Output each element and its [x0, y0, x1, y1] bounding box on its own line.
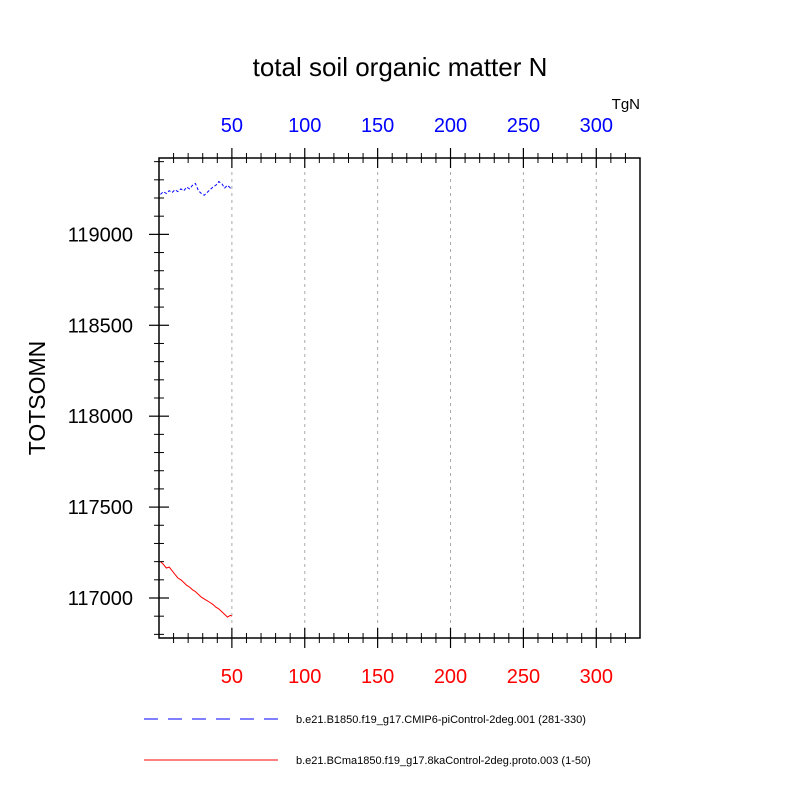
legend: b.e21.B1850.f19_g17.CMIP6-piControl-2deg…: [144, 714, 591, 767]
x-tick-label-top: 100: [288, 115, 321, 137]
y-tick-label: 118000: [68, 406, 133, 428]
x-tick-labels-bottom: 50 100 150 200 250 300: [221, 666, 613, 688]
y-axis-label: TOTSOMN: [24, 341, 50, 456]
units-label: TgN: [612, 96, 640, 113]
plot-frame: [158, 157, 641, 639]
x-tick-label-bottom: 150: [361, 666, 394, 688]
chart-title: total soil organic matter N: [253, 52, 548, 82]
y-tick-label: 118500: [68, 315, 133, 337]
y-tick-label: 117000: [68, 588, 133, 610]
x-tick-label-bottom: 300: [580, 666, 613, 688]
series-line-1: [160, 180, 233, 196]
x-tick-label-bottom: 100: [288, 666, 321, 688]
x-tick-label-bottom: 200: [434, 666, 467, 688]
series-layer: [160, 180, 233, 618]
x-tick-label-top: 50: [221, 115, 243, 137]
y-tick-label: 117500: [68, 497, 133, 519]
x-tick-label-bottom: 250: [507, 666, 540, 688]
grid-lines: [231, 158, 597, 638]
y-tick-label: 119000: [68, 224, 133, 246]
minor-ticks: [154, 153, 626, 643]
legend-label-2: b.e21.BCma1850.f19_g17.8kaControl-2deg.p…: [296, 755, 591, 767]
series-line-2: [160, 561, 233, 618]
x-tick-label-bottom: 50: [221, 666, 243, 688]
y-tick-labels: 117000 117500 118000 118500 119000: [68, 224, 133, 610]
x-tick-label-top: 250: [507, 115, 540, 137]
legend-label-1: b.e21.B1850.f19_g17.CMIP6-piControl-2deg…: [296, 714, 586, 726]
x-tick-label-top: 300: [580, 115, 613, 137]
major-ticks: [149, 148, 597, 648]
x-tick-label-top: 150: [361, 115, 394, 137]
x-tick-labels-top: 50 100 150 200 250 300: [221, 115, 613, 137]
x-tick-label-top: 200: [434, 115, 467, 137]
